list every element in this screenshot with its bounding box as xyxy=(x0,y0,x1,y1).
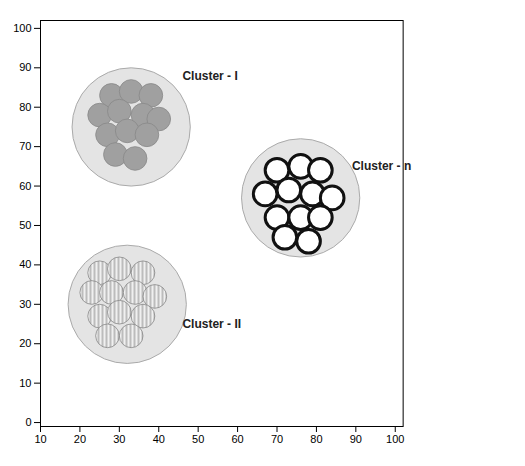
svg-text:10: 10 xyxy=(34,433,46,445)
svg-text:80: 80 xyxy=(19,101,31,113)
svg-text:100: 100 xyxy=(13,22,31,34)
svg-text:20: 20 xyxy=(74,433,86,445)
svg-text:20: 20 xyxy=(19,337,31,349)
svg-text:70: 70 xyxy=(19,140,31,152)
svg-text:Cluster - I: Cluster - I xyxy=(182,69,237,83)
svg-text:50: 50 xyxy=(192,433,204,445)
svg-text:100: 100 xyxy=(386,433,404,445)
svg-text:0: 0 xyxy=(25,416,31,428)
svg-text:Cluster - n: Cluster - n xyxy=(352,159,411,173)
svg-text:70: 70 xyxy=(271,433,283,445)
svg-text:90: 90 xyxy=(350,433,362,445)
svg-text:30: 30 xyxy=(19,298,31,310)
svg-text:30: 30 xyxy=(113,433,125,445)
svg-text:80: 80 xyxy=(310,433,322,445)
svg-text:Cluster - II: Cluster - II xyxy=(182,317,241,331)
svg-text:60: 60 xyxy=(231,433,243,445)
svg-text:50: 50 xyxy=(19,219,31,231)
svg-text:60: 60 xyxy=(19,180,31,192)
svg-text:10: 10 xyxy=(19,377,31,389)
svg-text:40: 40 xyxy=(153,433,165,445)
svg-text:40: 40 xyxy=(19,258,31,270)
svg-text:90: 90 xyxy=(19,61,31,73)
